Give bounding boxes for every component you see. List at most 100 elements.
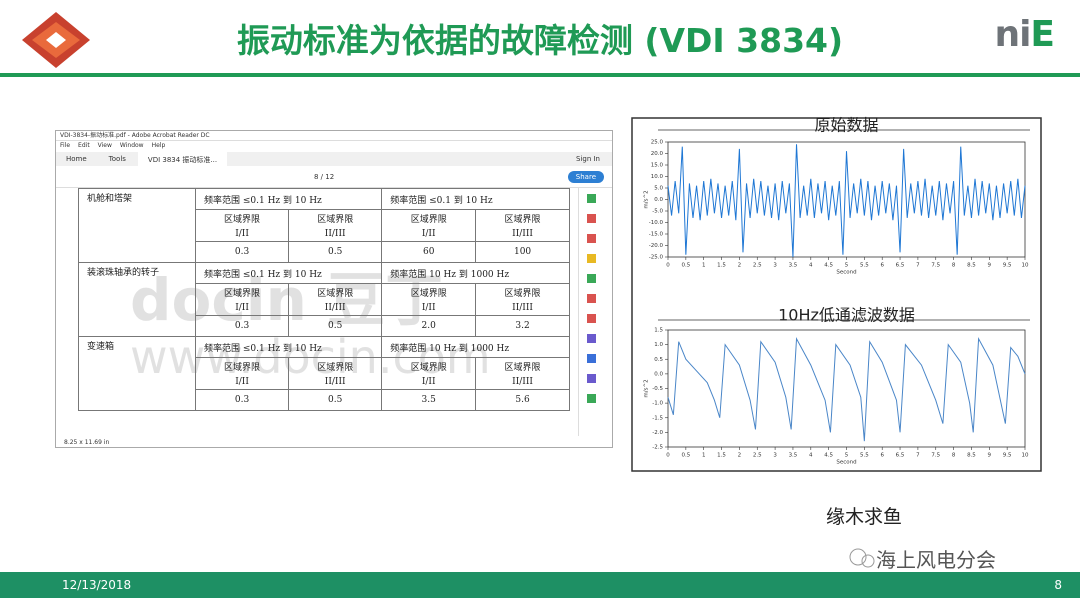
x-tick-label: 10: [1022, 453, 1029, 459]
table-row: 0.3 0.5 3.5 5.6: [79, 389, 570, 411]
table-row: 变速箱 频率范围 ≤0.1 Hz 到 10 Hz 频率范围 10 Hz 到 1000…: [78, 336, 570, 411]
limit-cell: 区域界限 I/II: [381, 357, 477, 390]
side-icons: [587, 194, 596, 403]
x-tick-label: 10: [1022, 263, 1029, 269]
limit-zone: I/II: [235, 303, 249, 313]
y-tick-label: 1.0: [654, 342, 663, 348]
y-tick-label: 15.0: [651, 163, 664, 169]
x-tick-label: 7.5: [931, 263, 940, 269]
chart-title: 原始数据: [814, 116, 878, 135]
limit-label: 区域界限: [317, 215, 354, 225]
wechat-icon: [861, 554, 875, 568]
x-tick-label: 0.5: [681, 263, 690, 269]
x-tick-label: 1: [702, 453, 706, 459]
limit-label: 区域界限: [410, 363, 447, 373]
chart-title: 10Hz低通滤波数据: [778, 306, 915, 325]
x-tick-label: 7: [916, 453, 920, 459]
menu-item[interactable]: View: [97, 142, 112, 149]
window-title: VDI-3834-振动标准.pdf - Adobe Acrobat Reader…: [56, 131, 612, 141]
tab-bar: Home Tools VDI 3834 振动标准...: [56, 152, 612, 166]
x-tick-label: 7.5: [931, 453, 940, 459]
tab[interactable]: Home: [66, 155, 87, 163]
y-tick-label: 5.0: [654, 186, 663, 192]
document-page: docin 豆丁 www.docin.com 机舱和塔架 频率范围 ≤0.1 Hz…: [70, 188, 574, 436]
limit-label: 区域界限: [410, 289, 447, 299]
sign-in[interactable]: Sign In: [576, 155, 600, 163]
limit-label: 区域界限: [224, 289, 261, 299]
x-tick-label: 3.5: [789, 263, 798, 269]
table-row: 机舱和塔架 频率范围 ≤0.1 Hz 到 10 Hz 频率范围 ≤0.1 到 10 …: [78, 188, 570, 263]
x-tick-label: 8: [952, 263, 956, 269]
table-row: 区域界限 I/II 区域界限 II/III 区域界限 I/II 区域界限 II/III: [79, 283, 570, 316]
signal-line: [667, 336, 1026, 442]
x-tick-label: 4: [809, 263, 813, 269]
limit-zone: II/III: [324, 377, 346, 387]
pdf-viewer-window: VDI-3834-振动标准.pdf - Adobe Acrobat Reader…: [55, 130, 613, 448]
x-tick-label: 1.5: [717, 453, 726, 459]
menu-item[interactable]: Window: [119, 142, 144, 149]
tab[interactable]: VDI 3834 振动标准...: [137, 152, 228, 166]
wechat-source: 海上风电分会: [876, 548, 996, 572]
logo-text: E: [1030, 14, 1055, 55]
slide-title: 振动标准为依据的故障检测 (VDI 3834): [236, 21, 844, 60]
x-tick-label: 0.5: [681, 453, 690, 459]
x-axis-label: Second: [836, 270, 856, 276]
x-tick-label: 5: [845, 453, 849, 459]
limit-zone: I/II: [421, 377, 436, 387]
y-tick-label: -1.0: [652, 401, 663, 407]
x-tick-label: 2: [738, 263, 742, 269]
logo-left: [22, 12, 90, 68]
range-cell: 频率范围 10 Hz 到 1000 Hz: [381, 336, 570, 358]
limit-zone: I/II: [235, 229, 249, 239]
x-tick-label: 5.5: [860, 453, 869, 459]
wechat-icon: [849, 548, 867, 566]
signal-line: [667, 144, 1026, 258]
x-tick-label: 9.5: [1003, 453, 1012, 459]
caption: 缘木求鱼: [826, 506, 903, 528]
y-tick-label: 20.0: [651, 151, 664, 157]
limit-cell: 区域界限 II/III: [475, 357, 570, 390]
x-tick-label: 3: [773, 453, 777, 459]
value-cell: 0.5: [288, 389, 383, 411]
menu-item[interactable]: Help: [151, 142, 166, 149]
y-tick-label: 1.5: [654, 328, 663, 334]
value-cell: 3.5: [381, 389, 477, 411]
share-button[interactable]: Share: [567, 171, 604, 183]
logo-right: niE: [994, 14, 1055, 55]
x-tick-label: 5.5: [860, 263, 869, 269]
tab[interactable]: Tools: [108, 155, 126, 163]
x-tick-label: 8.5: [967, 263, 976, 269]
side-toolbar: [578, 188, 605, 436]
x-tick-label: 2.5: [753, 453, 762, 459]
page-number[interactable]: 8 / 12: [314, 173, 335, 181]
x-tick-label: 1: [702, 263, 706, 269]
y-tick-label: -10.0: [649, 220, 664, 226]
y-tick-label: -1.5: [652, 415, 663, 421]
x-tick-label: 0: [666, 263, 670, 269]
x-tick-label: 6.5: [896, 263, 905, 269]
component-cell: 装滚珠轴承的转子: [78, 262, 196, 337]
limit-label: 区域界限: [504, 363, 541, 373]
x-tick-label: 8: [952, 453, 956, 459]
y-tick-label: -25.0: [649, 255, 664, 261]
footer-date: 12/13/2018: [62, 578, 132, 592]
limit-cell: 区域界限 I/II: [381, 209, 477, 242]
footer-bar: [0, 572, 1080, 598]
menu-item[interactable]: File: [60, 142, 71, 149]
limit-label: 区域界限: [317, 363, 354, 373]
value-cell: 5.6: [475, 389, 570, 411]
footer-page: 8: [1054, 578, 1062, 592]
limit-label: 区域界限: [410, 215, 447, 225]
x-tick-label: 9: [988, 263, 992, 269]
limit-label: 区域界限: [224, 363, 261, 373]
table-row: 区域界限 I/II 区域界限 II/III 区域界限 I/II 区域界限 II/III: [79, 357, 570, 390]
limit-zone: II/III: [512, 377, 533, 387]
limit-label: 区域界限: [504, 289, 541, 299]
limit-cell: 区域界限 I/II: [194, 209, 290, 242]
menu-item[interactable]: Edit: [78, 142, 90, 149]
y-tick-label: 0.0: [654, 371, 663, 377]
x-tick-label: 3: [773, 263, 777, 269]
limit-cell: 区域界限 II/III: [475, 283, 570, 316]
